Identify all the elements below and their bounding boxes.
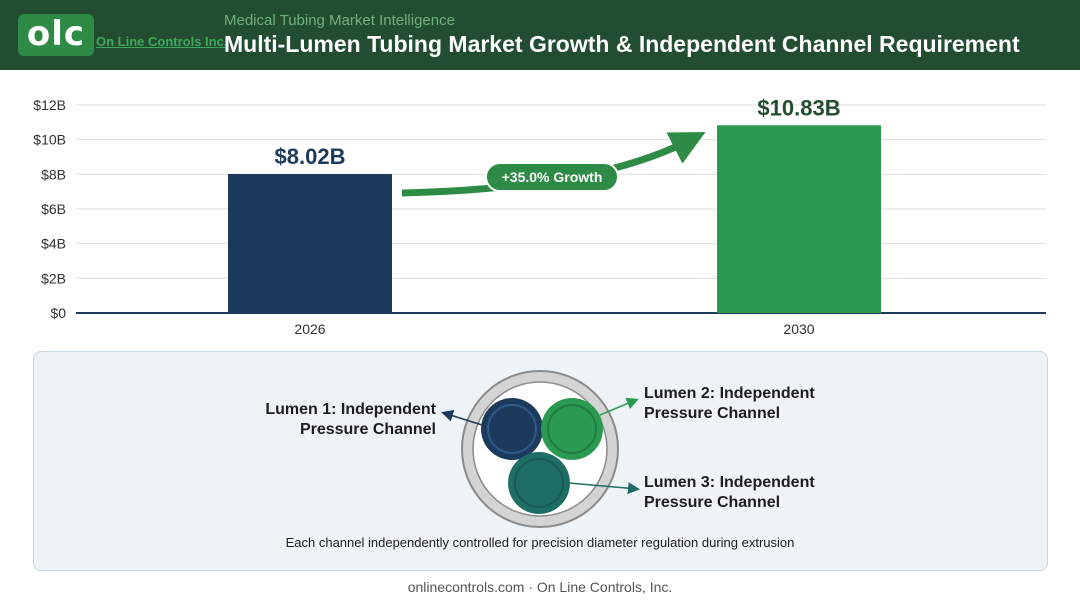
growth-badge-label: +35.0% Growth <box>502 169 603 185</box>
y-tick-label: $2B <box>41 270 66 286</box>
lumen-diagram: Lumen 1: Independent Pressure Channel Lu… <box>265 370 815 550</box>
lumen-1-circle <box>481 398 543 460</box>
growth-badge <box>485 162 619 192</box>
y-tick-label: $0 <box>50 305 66 321</box>
lumen-2-circle <box>541 398 603 460</box>
value-label-2026: $8.02B <box>275 144 346 169</box>
diagram-caption: Each channel independently controlled fo… <box>286 535 795 550</box>
lumen-2-label-line2: Pressure Channel <box>644 405 780 422</box>
y-tick-label: $6B <box>41 201 66 217</box>
lumen-2-label-line1: Lumen 2: Independent <box>644 385 815 402</box>
value-label-2030: $10.83B <box>757 95 840 120</box>
bar-2030 <box>717 125 881 313</box>
y-tick-label: $10B <box>33 132 66 148</box>
lumen-3-arrow <box>568 482 640 495</box>
y-tick-label: $12B <box>33 97 66 113</box>
y-tick-label: $8B <box>41 166 66 182</box>
header-bar: olc On Line Controls Inc. Medical Tubing… <box>0 0 1080 70</box>
page-title: Multi-Lumen Tubing Market Growth & Indep… <box>224 31 1020 57</box>
company-logo: olc On Line Controls Inc. <box>18 14 227 56</box>
lumen-2-arrow <box>599 397 639 416</box>
logo-text: On Line Controls Inc. <box>96 34 228 49</box>
bar-chart: $0 $2B $4B $6B $8B $10B $12B $8.02B 2026 $10.83B 2… <box>33 95 1046 337</box>
lumen-1-label-line2: Pressure Channel <box>300 421 436 438</box>
lumen-3-circle <box>508 452 570 514</box>
lumen-1-arrow <box>441 409 483 426</box>
bar-2026 <box>228 173 392 313</box>
x-tick-label: 2026 <box>294 321 325 337</box>
lumen-1-label-line1: Lumen 1: Independent <box>265 401 436 418</box>
lumen-3-label-line2: Pressure Channel <box>644 494 780 511</box>
y-tick-label: $4B <box>41 236 66 252</box>
lumen-3-label-line1: Lumen 3: Independent <box>644 474 815 491</box>
logo-mark: olc <box>18 14 94 56</box>
footer-text: onlinecontrols.com · On Line Controls, I… <box>407 579 673 595</box>
x-tick-label: 2030 <box>783 321 814 337</box>
lumen-diagram-panel: Lumen 1: Independent Pressure Channel Lu… <box>33 351 1048 571</box>
eyebrow-text: Medical Tubing Market Intelligence <box>224 12 455 29</box>
